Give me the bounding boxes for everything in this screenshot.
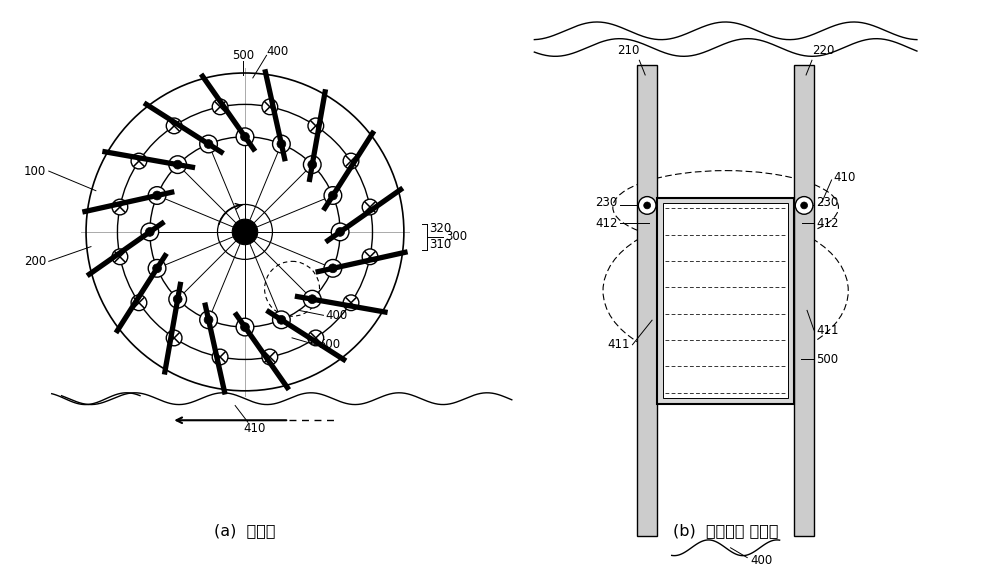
Circle shape xyxy=(362,199,378,215)
Circle shape xyxy=(308,295,317,304)
Circle shape xyxy=(277,315,286,324)
Circle shape xyxy=(796,197,813,214)
Text: 220: 220 xyxy=(812,44,835,57)
Text: 410: 410 xyxy=(834,172,856,185)
Bar xyxy=(657,198,795,404)
Text: 300: 300 xyxy=(445,230,467,243)
Circle shape xyxy=(308,118,324,133)
Bar xyxy=(637,65,657,536)
Circle shape xyxy=(277,140,286,148)
Text: 210: 210 xyxy=(617,44,639,57)
Circle shape xyxy=(145,228,154,236)
Text: 412: 412 xyxy=(595,216,618,229)
Circle shape xyxy=(332,223,349,241)
Text: 412: 412 xyxy=(816,216,839,229)
Circle shape xyxy=(240,132,249,141)
Circle shape xyxy=(141,223,158,241)
Circle shape xyxy=(336,228,345,236)
Bar xyxy=(663,203,789,398)
Circle shape xyxy=(152,264,161,273)
Text: 400: 400 xyxy=(326,309,348,322)
Circle shape xyxy=(643,202,650,209)
Text: 400: 400 xyxy=(267,45,289,58)
Circle shape xyxy=(304,156,321,173)
Circle shape xyxy=(343,295,359,311)
Circle shape xyxy=(362,249,378,265)
Circle shape xyxy=(169,290,186,308)
Circle shape xyxy=(173,160,182,169)
Text: 400: 400 xyxy=(750,554,773,567)
Text: 500: 500 xyxy=(231,49,255,62)
Circle shape xyxy=(131,295,146,311)
Text: 100: 100 xyxy=(24,165,46,178)
Circle shape xyxy=(204,140,213,148)
Circle shape xyxy=(169,156,186,173)
Circle shape xyxy=(308,330,324,346)
Circle shape xyxy=(148,187,166,204)
Circle shape xyxy=(152,191,161,200)
Circle shape xyxy=(173,295,182,304)
Circle shape xyxy=(199,135,217,153)
Text: 320: 320 xyxy=(430,223,452,236)
Circle shape xyxy=(240,323,249,332)
Text: 411: 411 xyxy=(607,338,629,351)
Circle shape xyxy=(329,191,338,200)
Text: 230: 230 xyxy=(816,196,838,209)
Circle shape xyxy=(166,118,182,133)
Circle shape xyxy=(131,153,146,169)
Text: 500: 500 xyxy=(816,353,838,366)
Text: 411: 411 xyxy=(816,324,839,336)
Circle shape xyxy=(236,318,254,336)
Circle shape xyxy=(324,260,342,277)
Circle shape xyxy=(112,199,127,215)
Circle shape xyxy=(236,128,254,145)
Text: (b)  블레이드 구성도: (b) 블레이드 구성도 xyxy=(673,524,779,538)
Circle shape xyxy=(324,187,342,204)
Circle shape xyxy=(343,153,359,169)
Text: 230: 230 xyxy=(595,196,618,209)
Circle shape xyxy=(273,311,291,329)
Circle shape xyxy=(112,249,127,265)
Circle shape xyxy=(262,349,278,365)
Circle shape xyxy=(232,219,258,245)
Text: 500: 500 xyxy=(319,338,341,351)
Bar xyxy=(795,65,814,536)
Text: 200: 200 xyxy=(24,255,46,268)
Circle shape xyxy=(166,330,182,346)
Circle shape xyxy=(199,311,217,329)
Circle shape xyxy=(148,260,166,277)
Circle shape xyxy=(304,290,321,308)
Text: 410: 410 xyxy=(243,421,266,435)
Circle shape xyxy=(638,197,656,214)
Circle shape xyxy=(801,202,808,209)
Circle shape xyxy=(329,264,338,273)
Circle shape xyxy=(212,349,227,365)
Circle shape xyxy=(204,315,213,324)
Text: 310: 310 xyxy=(430,238,452,251)
Circle shape xyxy=(273,135,291,153)
Circle shape xyxy=(212,99,227,115)
Text: (a)  측면도: (a) 측면도 xyxy=(214,524,276,538)
Circle shape xyxy=(262,99,278,115)
Circle shape xyxy=(308,160,317,169)
